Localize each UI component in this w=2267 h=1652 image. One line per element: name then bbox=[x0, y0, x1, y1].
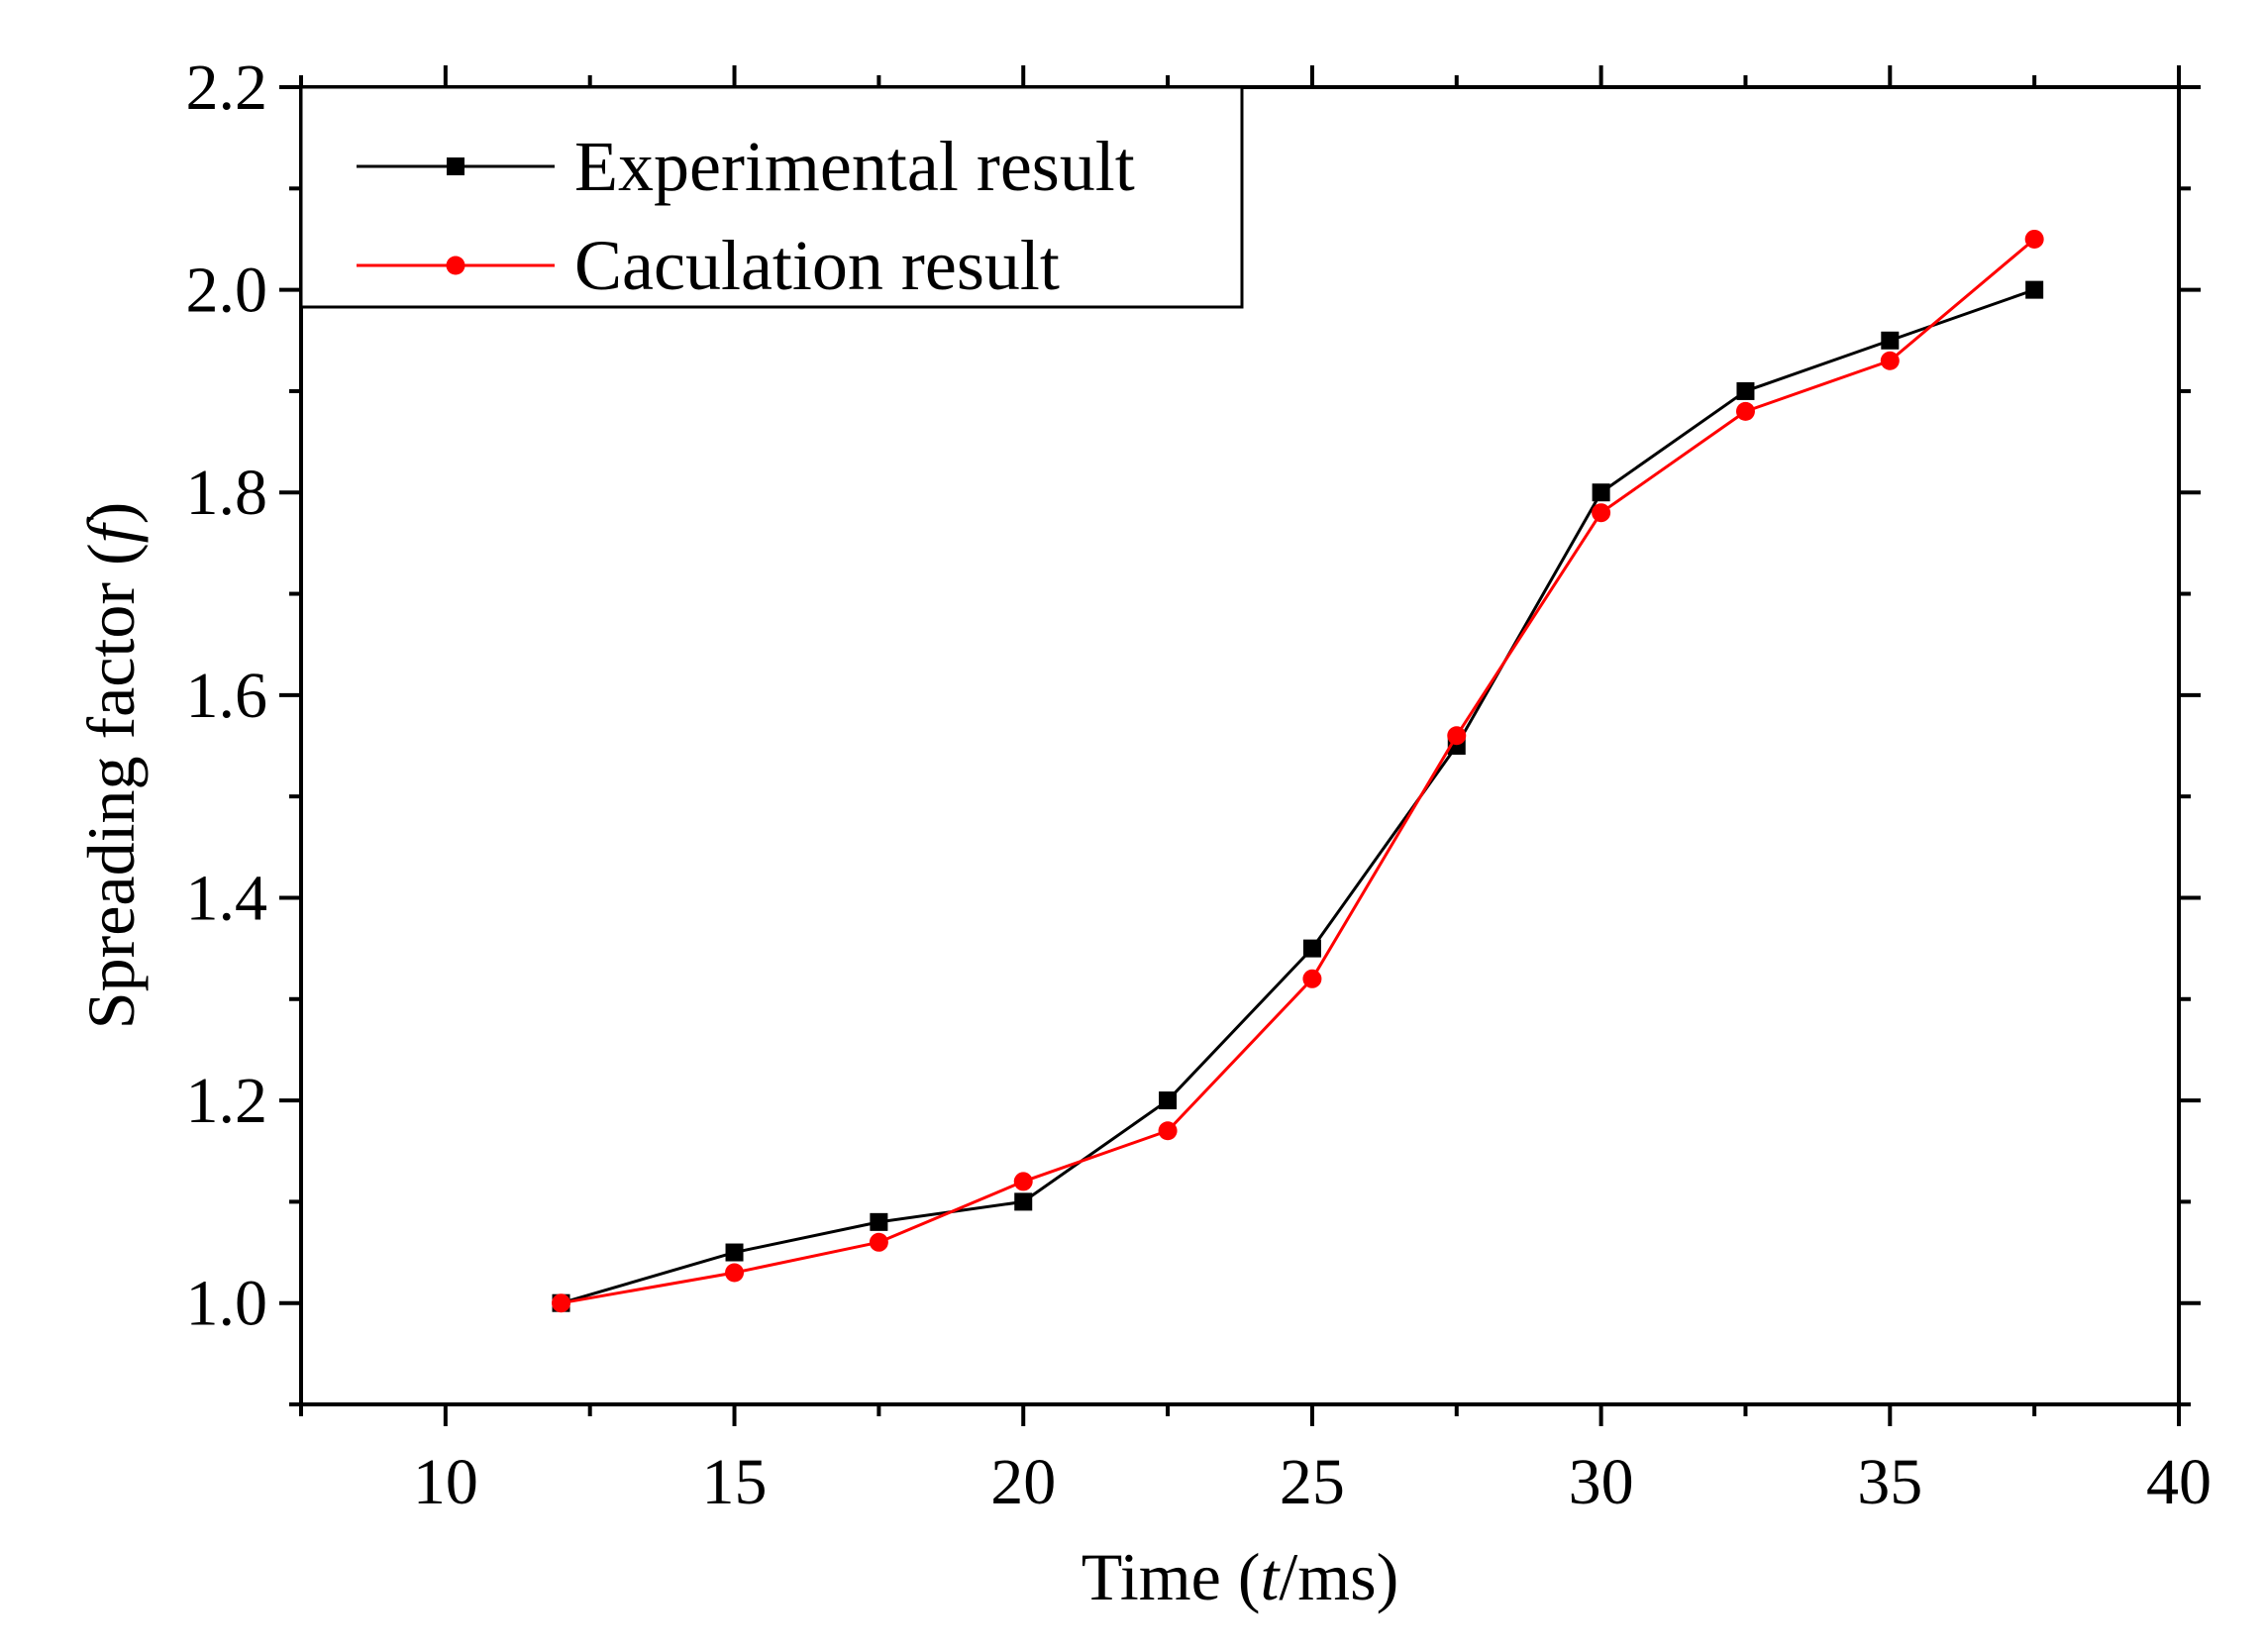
legend-marker bbox=[447, 157, 464, 175]
data-point bbox=[1735, 401, 1755, 421]
x-tick-label: 10 bbox=[413, 1446, 478, 1518]
data-point bbox=[1302, 939, 1321, 958]
data-point bbox=[1014, 1192, 1033, 1211]
data-point bbox=[2024, 229, 2044, 249]
y-axis-title: Spreading factor (f) bbox=[73, 502, 149, 1029]
data-point bbox=[725, 1243, 744, 1262]
data-point bbox=[1158, 1121, 1178, 1141]
data-point bbox=[1159, 1091, 1178, 1110]
series-line bbox=[561, 238, 2036, 1305]
data-point bbox=[2025, 280, 2044, 299]
axis-titles: 10 15 20 25 30 35 40 1.0 1.2 1.4 1.6 1.8 2.0 2.2 Time … bbox=[73, 52, 2212, 1614]
y-tick-label: 1.2 bbox=[186, 1065, 268, 1137]
y-tick-label: 1.6 bbox=[186, 660, 268, 732]
data-point bbox=[1881, 331, 1900, 350]
y-tick-label: 1.0 bbox=[186, 1268, 268, 1340]
data-point bbox=[1447, 726, 1467, 746]
data-point bbox=[552, 1293, 571, 1313]
series-1 bbox=[552, 280, 2044, 1312]
data-point bbox=[1736, 381, 1755, 400]
y-tick-label: 1.4 bbox=[186, 862, 268, 934]
legend: Experimental result Caculation result bbox=[299, 85, 1244, 309]
y-tick-label: 2.2 bbox=[186, 52, 268, 124]
y-tick-label: 2.0 bbox=[186, 255, 268, 327]
data-point bbox=[1592, 483, 1610, 502]
legend-label: Experimental result bbox=[574, 127, 1135, 206]
series-2 bbox=[552, 229, 2044, 1313]
x-tick-label: 25 bbox=[1280, 1446, 1345, 1518]
series-line bbox=[561, 288, 2035, 1305]
legend-label: Caculation result bbox=[574, 226, 1060, 305]
x-axis-title: Time (t/ms) bbox=[1082, 1539, 1399, 1614]
data-point bbox=[1302, 969, 1322, 988]
data-point bbox=[725, 1263, 745, 1283]
x-tick-label: 35 bbox=[1857, 1446, 1922, 1518]
data-point bbox=[869, 1232, 888, 1252]
x-tick-label: 30 bbox=[1569, 1446, 1634, 1518]
data-point bbox=[1880, 351, 1900, 370]
x-tick-label: 40 bbox=[2146, 1446, 2212, 1518]
x-tick-label: 20 bbox=[990, 1446, 1056, 1518]
legend-marker bbox=[446, 256, 465, 275]
y-tick-label: 1.8 bbox=[186, 457, 268, 529]
data-point bbox=[1013, 1172, 1033, 1191]
data-series bbox=[552, 229, 2044, 1313]
x-tick-label: 15 bbox=[702, 1446, 768, 1518]
data-point bbox=[870, 1212, 888, 1231]
data-point bbox=[1592, 503, 1611, 523]
